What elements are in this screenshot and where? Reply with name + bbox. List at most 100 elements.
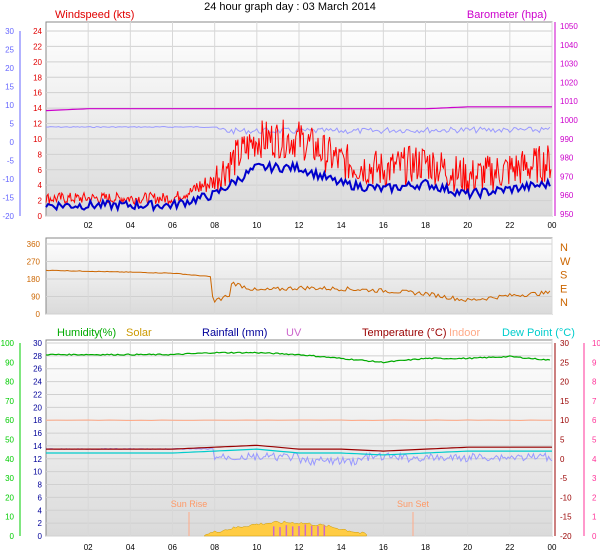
rainfall-tick-label: 2 <box>38 519 43 528</box>
humidity-tick-label: 70 <box>5 397 14 406</box>
x-tick-label: 10 <box>252 543 261 552</box>
x-tick-label: 16 <box>379 543 388 552</box>
windspeed-tick-label: 18 <box>33 73 42 82</box>
temperature-tick-label: -10 <box>560 493 572 502</box>
humidity-tick-label: 60 <box>5 416 14 425</box>
uv-tick-label: 7 <box>592 397 597 406</box>
x-tick-label: 12 <box>295 221 304 230</box>
legend-solar: Solar <box>126 327 152 339</box>
humidity-tick-label: 10 <box>5 513 14 522</box>
humidity-tick-label: 50 <box>5 436 14 445</box>
far-left-tick-label: -10 <box>2 175 14 184</box>
x-tick-label: 02 <box>84 543 93 552</box>
x-tick-label: 16 <box>379 221 388 230</box>
far-left-tick-label: 25 <box>5 46 14 55</box>
x-tick-label: 22 <box>505 221 514 230</box>
barometer-tick-label: 1000 <box>560 116 578 125</box>
rainfall-tick-label: 0 <box>38 532 43 541</box>
humidity-tick-label: 30 <box>5 474 14 483</box>
x-tick-label: 08 <box>210 543 219 552</box>
rainfall-tick-label: 22 <box>33 390 42 399</box>
x-tick-label: 06 <box>168 221 177 230</box>
humidity-tick-label: 80 <box>5 378 14 387</box>
uv-tick-label: 6 <box>592 416 597 425</box>
barometer-tick-label: 990 <box>560 135 574 144</box>
windspeed-tick-label: 6 <box>38 166 43 175</box>
humidity-tick-label: 20 <box>5 493 14 502</box>
rainfall-tick-label: 4 <box>38 506 43 515</box>
legend-uv: UV <box>286 327 302 339</box>
rainfall-tick-label: 14 <box>33 442 42 451</box>
rainfall-tick-label: 26 <box>33 365 42 374</box>
humidity-tick-label: 0 <box>10 532 15 541</box>
winddir-tick-label: 90 <box>31 293 40 302</box>
barometer-tick-label: 1020 <box>560 78 578 87</box>
temperature-tick-label: 5 <box>560 436 565 445</box>
barometer-tick-label: 960 <box>560 191 574 200</box>
panel3-legend: Humidity (%) Solar Rainfall (mm) UV Temp… <box>57 327 575 339</box>
temperature-tick-label: 15 <box>560 397 569 406</box>
temperature-tick-label: -15 <box>560 513 572 522</box>
far-left-tick-label: 20 <box>5 64 14 73</box>
legend-dewpoint: Dew Point (°C) <box>502 327 575 339</box>
far-left-tick-label: 10 <box>5 101 14 110</box>
chart-title: 24 hour graph day : 03 March 2014 <box>204 1 376 13</box>
x-tick-label: 04 <box>126 221 135 230</box>
windspeed-tick-label: 22 <box>33 42 42 51</box>
windspeed-tick-label: 16 <box>33 89 42 98</box>
x-tick-label: 04 <box>126 543 135 552</box>
rainfall-tick-label: 12 <box>33 455 42 464</box>
series-wind-direction <box>45 269 551 304</box>
rainfall-tick-label: 6 <box>38 493 43 502</box>
x-tick-label: 20 <box>463 543 472 552</box>
uv-tick-label: 2 <box>592 493 597 502</box>
humidity-tick-label: 90 <box>5 358 14 367</box>
series-humidity <box>46 351 551 364</box>
uv-tick-label: 0 <box>592 532 597 541</box>
uv-tick-label: 1 <box>592 513 597 522</box>
series-solar <box>203 520 367 537</box>
compass-tick-label: S <box>560 270 567 282</box>
x-tick-label: 02 <box>84 221 93 230</box>
temperature-tick-label: 20 <box>560 378 569 387</box>
barometer-tick-label: 950 <box>560 210 574 219</box>
barometer-tick-label: 1040 <box>560 41 578 50</box>
series-barometer <box>45 106 552 112</box>
x-tick-label: 18 <box>421 543 430 552</box>
winddir-tick-label: 360 <box>27 240 41 249</box>
panel-temperature-humidity: Humidity (%) Solar Rainfall (mm) UV Temp… <box>1 327 600 552</box>
legend-humidity: Humidity <box>57 327 100 339</box>
series-indoor <box>45 419 552 422</box>
legend-humidity-unit: (%) <box>99 327 116 339</box>
barometer-tick-label: 1030 <box>560 60 578 69</box>
legend-temperature: Temperature (°C) <box>362 327 446 339</box>
humidity-tick-label: 40 <box>5 455 14 464</box>
humidity-tick-label: 100 <box>1 339 15 348</box>
barometer-tick-label: 1050 <box>560 22 578 31</box>
sunset-label: Sun Set <box>397 499 430 509</box>
windspeed-axis-title: Windspeed (kts) <box>55 9 134 21</box>
x-tick-label: 22 <box>505 543 514 552</box>
barometer-axis-title: Barometer (hpa) <box>467 9 547 21</box>
sunrise-label: Sun Rise <box>171 499 208 509</box>
uv-tick-label: 10 <box>592 339 600 348</box>
rainfall-tick-label: 30 <box>33 339 42 348</box>
winddir-tick-label: 0 <box>36 310 41 319</box>
rainfall-tick-label: 8 <box>38 481 43 490</box>
x-tick-label: 10 <box>252 221 261 230</box>
x-tick-label: 08 <box>210 221 219 230</box>
winddir-tick-label: 270 <box>27 258 41 267</box>
windspeed-tick-label: 12 <box>33 120 42 129</box>
x-tick-label: 18 <box>421 221 430 230</box>
windspeed-tick-label: 8 <box>38 150 43 159</box>
temperature-tick-label: 30 <box>560 339 569 348</box>
series-windspeed-average <box>45 159 551 213</box>
compass-tick-label: W <box>560 256 571 268</box>
compass-tick-label: N <box>560 297 568 309</box>
temperature-tick-label: 0 <box>560 455 565 464</box>
uv-tick-label: 8 <box>592 378 597 387</box>
windspeed-tick-label: 2 <box>38 197 43 206</box>
temperature-tick-label: 25 <box>560 358 569 367</box>
legend-rainfall: Rainfall (mm) <box>202 327 267 339</box>
